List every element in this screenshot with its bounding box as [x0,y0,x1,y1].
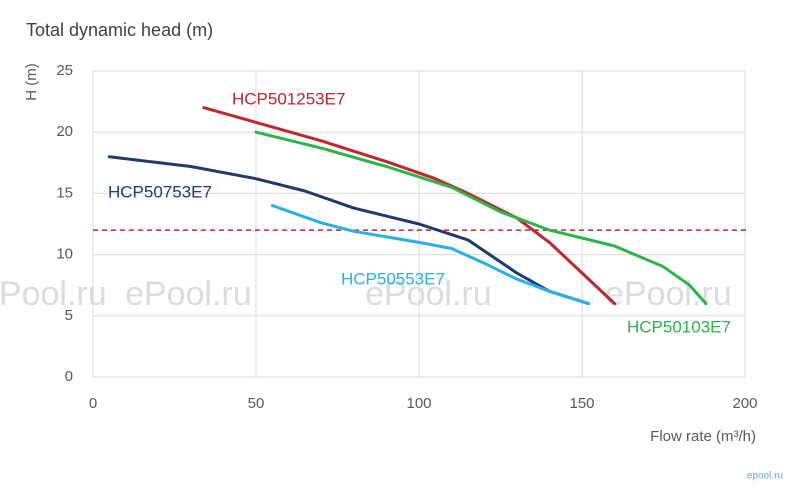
x-tick-label: 0 [89,395,97,412]
series-line [107,155,590,306]
x-tick-label: 200 [732,395,757,412]
watermark: ePool.ru [0,275,107,313]
y-tick-label: 15 [56,184,73,201]
series-label: HCP50103E7 [627,317,731,336]
x-tick-label: 50 [248,395,265,412]
watermark: ePool.ru [365,275,492,313]
watermark: ePool.ru [125,275,252,313]
y-tick-label: 5 [65,307,73,324]
y-tick-label: 10 [56,246,73,263]
watermark: ePool.ru [605,275,732,313]
series-label: HCP50553E7 [341,269,445,288]
y-tick-label: 25 [56,62,73,79]
series-label: HCP50753E7 [108,182,212,201]
x-tick-label: 100 [406,395,431,412]
x-tick-label: 150 [569,395,594,412]
series-line [254,130,708,306]
y-axis-label: H (m) [23,63,40,101]
logo: epool.ru [747,471,783,482]
series-label: HCP501253E7 [232,89,345,108]
x-axis-label: Flow rate (m³/h) [650,428,756,445]
y-tick-label: 20 [56,123,73,140]
chart-title: Total dynamic head (m) [26,20,213,40]
y-tick-label: 0 [65,368,73,385]
series-line [270,204,590,306]
